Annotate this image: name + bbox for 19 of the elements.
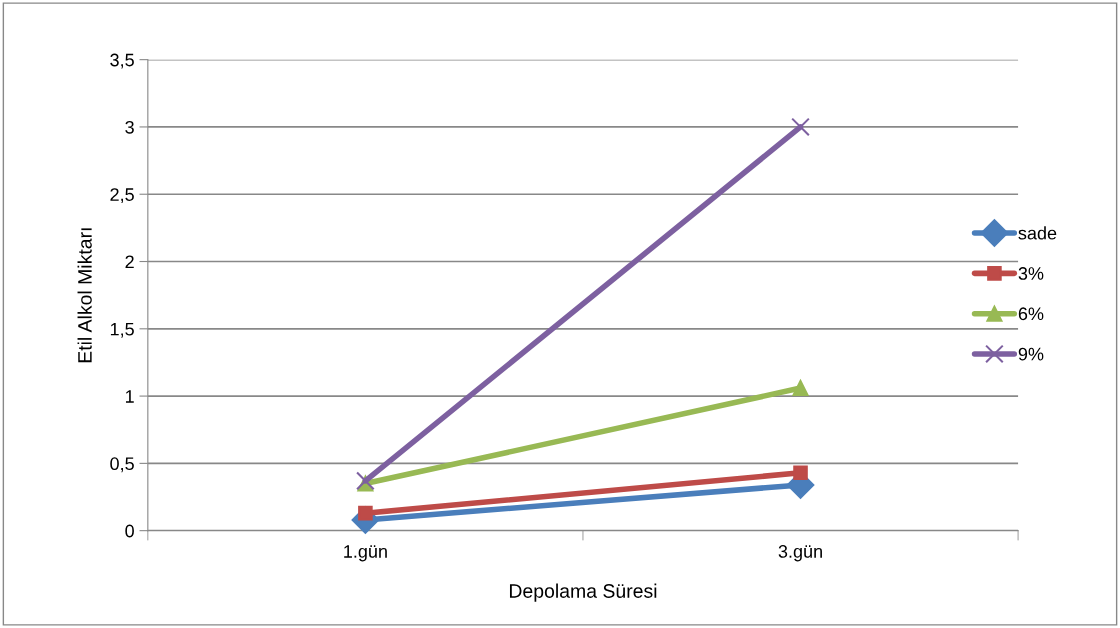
y-tick-label: 3 <box>125 120 134 134</box>
y-tick-label: 0 <box>125 524 134 538</box>
y-tick-label: 1 <box>125 390 134 403</box>
point <box>791 117 810 137</box>
legend-label: 9% <box>1018 347 1044 361</box>
legend-label: 3% <box>1018 267 1044 280</box>
point <box>792 380 809 396</box>
y-tick-label: 0,5 <box>110 457 134 473</box>
y-tick-label: 3,5 <box>110 53 134 69</box>
point <box>793 465 808 481</box>
y-axis-title: Etil Alkol Miktarı <box>77 228 92 363</box>
x-axis-title: Depolama Süresi <box>509 583 657 602</box>
legend-label: sade <box>1018 226 1057 240</box>
y-tick-label: 1,5 <box>110 322 134 338</box>
y-tick-label: 2 <box>125 255 134 269</box>
legend-label: 6% <box>1018 307 1044 321</box>
x-tick-label: 3.gün <box>778 545 822 562</box>
x-tick-label: 1.gün <box>344 545 387 562</box>
y-tick-label: 2,5 <box>110 188 134 204</box>
